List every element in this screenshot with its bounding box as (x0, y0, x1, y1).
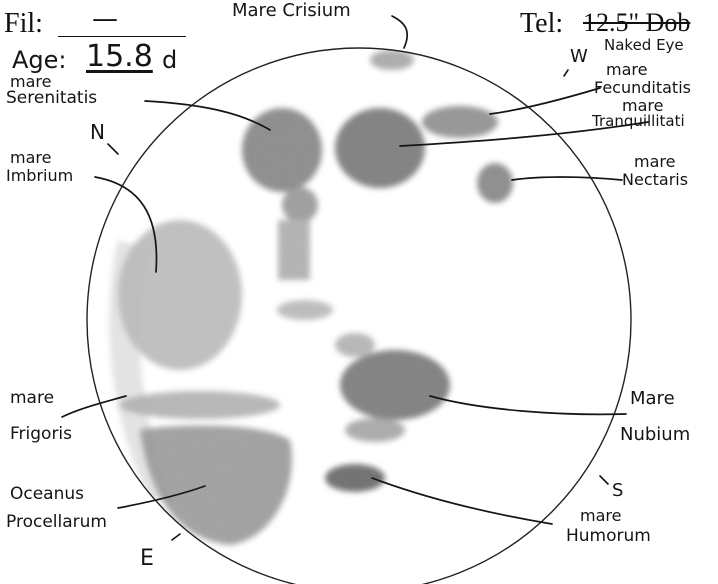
filter-label: Fil: (4, 8, 43, 39)
west-tick (563, 69, 569, 77)
leader-nubium (429, 395, 627, 416)
label-procellarum-line1: Oceanus (10, 484, 85, 504)
label-fecunditatis-line1: mare (606, 60, 648, 79)
label-fecunditatis-line2: Fecunditatis (594, 78, 691, 97)
north-tick (107, 143, 119, 155)
leader-procellarum (117, 485, 206, 509)
east-tick (171, 533, 181, 541)
leader-crisium (391, 15, 409, 49)
moon-outline (86, 47, 632, 584)
label-frigoris-line2: Frigoris (10, 424, 73, 444)
label-nectaris-line1: mare (634, 152, 676, 171)
filter-underline (58, 36, 186, 37)
filter-value: — (92, 4, 118, 34)
leader-serenitatis (144, 100, 271, 131)
label-humorum-line2: Humorum (566, 526, 651, 546)
label-nectaris-line2: Nectaris (622, 170, 689, 189)
label-mare-crisium: Mare Crisium (232, 0, 351, 21)
label-frigoris-line1: mare (10, 388, 55, 408)
leader-imbrium (94, 176, 158, 273)
telescope-struck-value: 12.5" Dob (583, 8, 691, 37)
age-label: Age: (12, 46, 67, 74)
leader-nectaris (511, 176, 623, 181)
west-label: W (570, 46, 588, 67)
label-serenitatis-line2: Serenitatis (6, 88, 98, 108)
label-procellarum-line2: Procellarum (6, 512, 107, 532)
label-imbrium-line2: Imbrium (6, 166, 74, 185)
south-tick (599, 475, 609, 485)
label-nubium-line2: Nubium (620, 424, 691, 445)
east-label: E (140, 546, 154, 571)
age-unit: d (162, 46, 178, 74)
label-imbrium-line1: mare (10, 148, 52, 167)
label-nubium-line1: Mare (630, 388, 675, 409)
label-tranquillitatis-line2: Tranquillitati (592, 112, 685, 130)
telescope-value: Naked Eye (604, 36, 684, 54)
label-tranquillitatis-line1: mare (622, 96, 664, 115)
leader-humorum (371, 477, 553, 525)
label-humorum-line1: mare (580, 506, 622, 525)
leader-tranquillitatis (399, 121, 649, 147)
age-value: 15.8 (86, 39, 153, 74)
label-serenitatis-line1: mare (10, 72, 52, 91)
south-label: S (612, 480, 624, 501)
leader-fecunditatis (489, 87, 601, 115)
telescope-label: Tel: (520, 8, 564, 39)
leader-frigoris (61, 395, 127, 418)
north-label: N (90, 120, 105, 144)
